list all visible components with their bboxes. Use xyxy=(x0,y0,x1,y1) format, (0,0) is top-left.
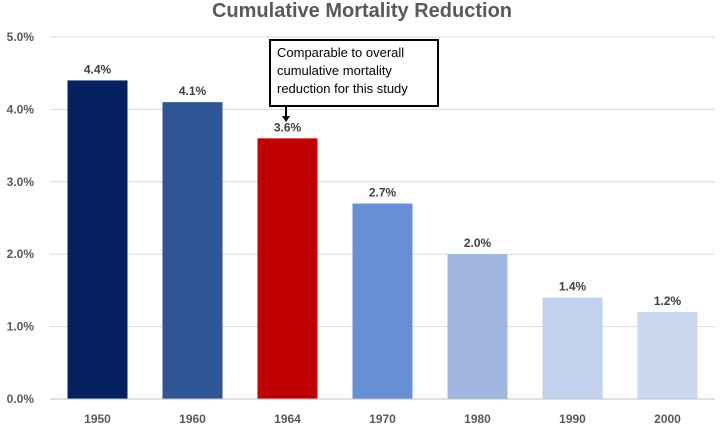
bar-1950 xyxy=(67,80,128,399)
y-axis-ticks: 0.0% 1.0% 2.0% 3.0% 4.0% 5.0% xyxy=(7,30,35,406)
x-tick-label: 1964 xyxy=(274,412,301,424)
x-tick-label: 2000 xyxy=(654,412,681,424)
annotation-line: cumulative mortality xyxy=(277,63,392,78)
data-labels: 4.4% 4.1% 3.6% 2.7% 2.0% 1.4% 1.2% xyxy=(84,62,682,308)
y-tick-label: 1.0% xyxy=(7,320,35,334)
data-label: 2.7% xyxy=(369,186,397,200)
bar-1980 xyxy=(447,254,508,399)
x-tick-label: 1950 xyxy=(84,412,111,424)
annotation-arrow xyxy=(282,107,290,122)
bar-1970 xyxy=(352,203,413,399)
x-tick-label: 1960 xyxy=(179,412,206,424)
y-tick-label: 4.0% xyxy=(7,102,35,116)
x-axis-ticks: 1950 1960 1964 1970 1980 1990 2000 xyxy=(84,412,681,424)
y-tick-label: 2.0% xyxy=(7,247,35,261)
y-tick-label: 0.0% xyxy=(7,392,35,406)
bar-1960 xyxy=(162,102,223,399)
x-tick-label: 1970 xyxy=(369,412,396,424)
annotation-line: reduction for this study xyxy=(277,81,408,96)
bar-1990 xyxy=(542,297,603,399)
x-tick-label: 1990 xyxy=(559,412,586,424)
data-label: 2.0% xyxy=(464,236,492,250)
bar-1964 xyxy=(257,138,318,400)
annotation-callout: Comparable to overall cumulative mortali… xyxy=(269,39,439,107)
x-tick-label: 1980 xyxy=(464,412,491,424)
bar-2000 xyxy=(637,312,698,399)
data-label: 1.2% xyxy=(654,294,682,308)
y-tick-label: 5.0% xyxy=(7,30,35,44)
data-label: 1.4% xyxy=(559,280,587,294)
annotation-line: Comparable to overall xyxy=(277,45,405,60)
chart-title: Cumulative Mortality Reduction xyxy=(212,0,512,22)
data-label: 4.4% xyxy=(84,62,112,76)
data-label: 4.1% xyxy=(179,84,207,98)
data-label: 3.6% xyxy=(274,120,302,134)
bars xyxy=(67,80,698,400)
y-tick-label: 3.0% xyxy=(7,175,35,189)
